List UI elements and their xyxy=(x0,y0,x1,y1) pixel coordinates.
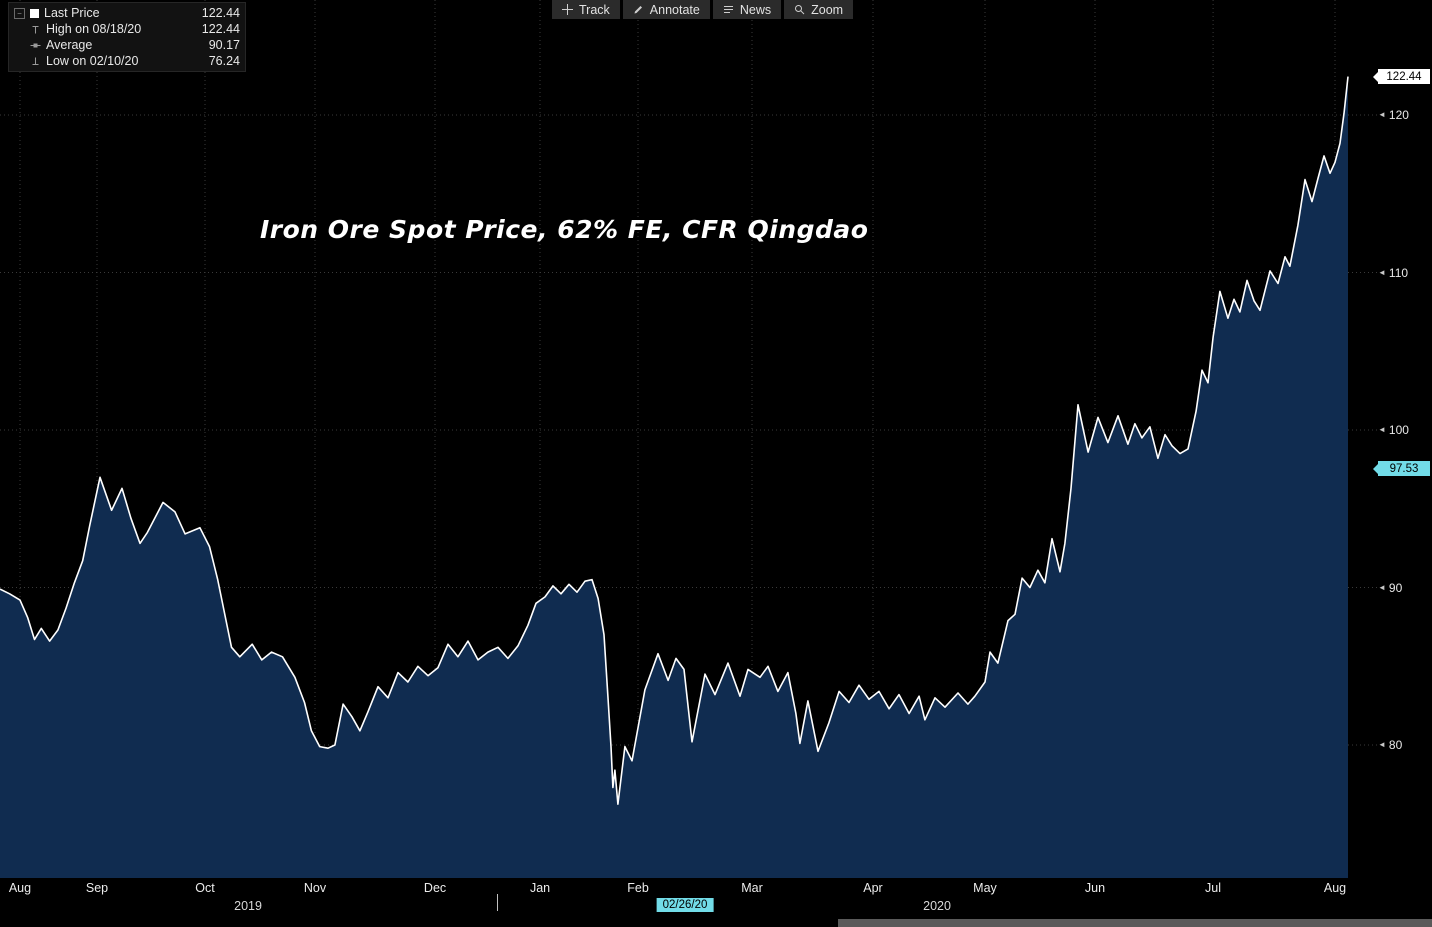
month-label: Oct xyxy=(195,881,215,895)
y-tick-label: 100 xyxy=(1388,423,1409,437)
average-marker-icon xyxy=(30,43,41,47)
price-line xyxy=(0,76,1349,805)
badge-notch xyxy=(1373,463,1378,474)
price-area xyxy=(0,76,1348,878)
track-button-label: Track xyxy=(579,2,610,17)
month-label: Aug xyxy=(1323,881,1347,895)
year-divider-tick xyxy=(497,894,499,911)
y-tick-label: 110 xyxy=(1388,265,1409,280)
month-label: Apr xyxy=(863,881,883,895)
legend-label: Last Price xyxy=(44,6,100,20)
tick-arrow-icon: ◄ xyxy=(1378,110,1386,119)
legend-value: 122.44 xyxy=(201,6,240,20)
legend-value: 90.17 xyxy=(208,38,240,52)
news-lines-icon xyxy=(723,6,733,13)
legend-value: 76.24 xyxy=(208,54,240,68)
annotate-pencil-icon xyxy=(634,6,642,14)
series-swatch-icon xyxy=(30,8,39,18)
tick-arrow-icon: ◄ xyxy=(1378,582,1386,592)
badge-notch xyxy=(1373,71,1378,82)
y-axis-tick: ◄ 90 xyxy=(1378,581,1402,595)
price-axis[interactable]: ◄ 80 ◄ 90 ◄ 100 ◄ 110 ◄ 120 122.44 97.53 xyxy=(1373,0,1432,878)
tick-arrow-icon: ◄ xyxy=(1378,267,1386,277)
last-price-badge: 122.44 xyxy=(1373,69,1430,85)
year-label: 2020 xyxy=(923,899,951,913)
track-crosshair-icon xyxy=(562,4,573,15)
legend-label: Average xyxy=(46,38,93,52)
legend-label: High on 08/18/20 xyxy=(46,22,142,36)
y-axis-tick: ◄ 80 xyxy=(1378,738,1402,752)
month-label: Jun xyxy=(1084,881,1106,895)
news-button-label: News xyxy=(739,2,772,17)
chart-title: Iron Ore Spot Price, 62% FE, CFR Qingdao xyxy=(260,215,869,244)
y-axis-tick: ◄ 120 xyxy=(1378,108,1409,122)
month-label: Feb xyxy=(627,881,649,895)
y-tick-label: 120 xyxy=(1388,108,1409,122)
legend-value: 122.44 xyxy=(201,22,240,36)
y-tick-label: 90 xyxy=(1388,580,1403,595)
time-axis[interactable]: Aug Sep Oct Nov Dec Jan Feb Mar Apr May Jun Jul Aug 2… xyxy=(0,878,1432,927)
y-axis-tick: ◄ 110 xyxy=(1378,266,1408,280)
legend-row-average[interactable]: Average 90.17 xyxy=(14,37,240,53)
legend-label: Low on 02/10/20 xyxy=(46,54,139,68)
month-label: May xyxy=(973,881,997,895)
zoom-button[interactable]: Zoom xyxy=(784,0,854,19)
high-marker-icon xyxy=(32,25,39,33)
month-label: Aug xyxy=(8,881,32,895)
news-button[interactable]: News xyxy=(712,0,782,19)
track-button[interactable]: Track xyxy=(552,0,620,19)
cursor-date-badge: 02/26/20 xyxy=(656,898,714,912)
tick-arrow-icon: ◄ xyxy=(1378,740,1386,749)
legend-row-high[interactable]: High on 08/18/20 122.44 xyxy=(14,21,240,37)
month-label: Mar xyxy=(741,881,763,895)
chart-toolbar: Track Annotate News Zoom xyxy=(552,0,854,19)
horizontal-scrollbar[interactable] xyxy=(838,919,1432,927)
annotate-button[interactable]: Annotate xyxy=(622,0,710,19)
y-axis-tick: ◄ 100 xyxy=(1378,423,1409,437)
legend-box: − Last Price 122.44 High on 08/18/20 122… xyxy=(8,2,246,72)
cursor-price-badge: 97.53 xyxy=(1373,461,1430,477)
month-label: Nov xyxy=(303,881,327,895)
month-label: Jul xyxy=(1205,881,1222,895)
month-label: Sep xyxy=(85,881,109,895)
annotate-button-label: Annotate xyxy=(649,2,700,17)
legend-row-low[interactable]: Low on 02/10/20 76.24 xyxy=(14,53,240,69)
month-label: Jan xyxy=(529,881,551,895)
chart-plot-area[interactable] xyxy=(0,0,1378,878)
year-label: 2019 xyxy=(234,899,262,913)
zoom-button-label: Zoom xyxy=(811,2,844,17)
low-marker-icon xyxy=(32,57,39,65)
legend-expander-icon[interactable]: − xyxy=(14,7,25,19)
y-tick-label: 80 xyxy=(1388,738,1403,752)
legend-row-last-price[interactable]: − Last Price 122.44 xyxy=(14,5,240,21)
tick-arrow-icon: ◄ xyxy=(1378,425,1386,434)
zoom-magnifier-icon xyxy=(795,5,805,15)
month-label: Dec xyxy=(423,881,447,895)
